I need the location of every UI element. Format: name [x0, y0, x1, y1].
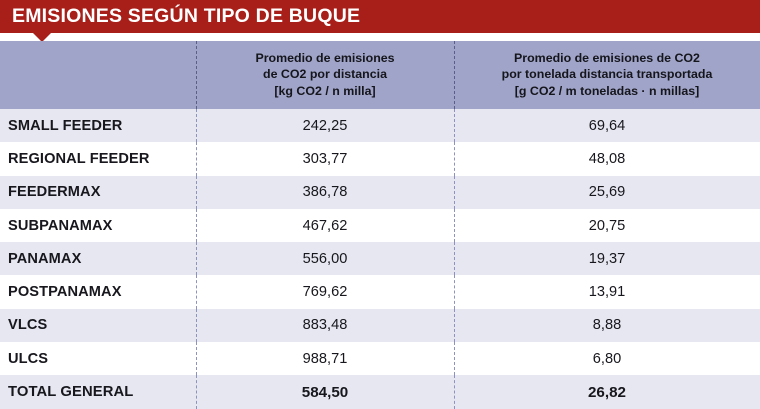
- column-header-line-1: Promedio de emisiones de CO2: [514, 51, 700, 66]
- emissions-table: Promedio de emisiones de CO2 por distanc…: [0, 41, 760, 409]
- row-label: REGIONAL FEEDER: [8, 150, 150, 167]
- row-value-co2-per-distance: 386,78: [195, 175, 454, 209]
- row-value-co2-per-tonne-distance: 20,75: [453, 208, 760, 243]
- row-value-co2-per-distance: 556,00: [195, 242, 454, 276]
- row-value-co2-per-distance: 303,77: [195, 142, 454, 176]
- row-value-co2-per-tonne-distance: 48,08: [453, 142, 760, 176]
- column-header-line-3: [kg CO2 / n milla]: [274, 83, 376, 98]
- column-header-line-2: por tonelada distancia transportada: [501, 67, 713, 82]
- title-notch-icon: [33, 33, 51, 42]
- column-header-co2-per-distance: Promedio de emisiones de CO2 por distanc…: [195, 41, 454, 109]
- table-row: PANAMAX 556,00 19,37: [0, 242, 760, 276]
- table-row: VLCS 883,48 8,88: [0, 308, 760, 343]
- column-header-line-3: [g CO2 / m toneladas · n millas]: [514, 83, 700, 98]
- table-total-row: TOTAL GENERAL 584,50 26,82: [0, 375, 760, 409]
- column-header-line-1: Promedio de emisiones: [255, 51, 395, 66]
- row-label: SMALL FEEDER: [8, 117, 123, 134]
- row-value-co2-per-tonne-distance: 19,37: [453, 242, 760, 276]
- table-body: SMALL FEEDER 242,25 69,64 REGIONAL FEEDE…: [0, 109, 760, 409]
- row-value-co2-per-tonne-distance: 13,91: [453, 275, 760, 309]
- total-value-co2-per-distance: 584,50: [195, 375, 454, 409]
- row-value-co2-per-distance: 988,71: [195, 342, 454, 376]
- table-header: Promedio de emisiones de CO2 por distanc…: [0, 41, 760, 109]
- column-header-co2-per-tonne-distance: Promedio de emisiones de CO2 por tonelad…: [453, 41, 760, 109]
- row-value-co2-per-distance: 883,48: [195, 308, 454, 343]
- table-header-row: Promedio de emisiones de CO2 por distanc…: [0, 41, 760, 109]
- row-value-co2-per-tonne-distance: 69,64: [453, 109, 760, 143]
- page-title: EMISIONES SEGÚN TIPO DE BUQUE: [12, 4, 361, 27]
- total-row-label: TOTAL GENERAL: [8, 384, 134, 401]
- column-header-ship-type: [0, 41, 196, 109]
- row-value-co2-per-tonne-distance: 8,88: [453, 308, 760, 343]
- row-value-co2-per-distance: 467,62: [195, 208, 454, 243]
- row-label: FEEDERMAX: [8, 184, 101, 201]
- row-label: PANAMAX: [8, 250, 82, 267]
- table-row: REGIONAL FEEDER 303,77 48,08: [0, 142, 760, 176]
- total-value-co2-per-tonne-distance: 26,82: [453, 375, 760, 409]
- table-row: SMALL FEEDER 242,25 69,64: [0, 109, 760, 143]
- table-row: FEEDERMAX 386,78 25,69: [0, 175, 760, 209]
- row-label: ULCS: [8, 350, 49, 367]
- table-row: ULCS 988,71 6,80: [0, 342, 760, 376]
- row-value-co2-per-tonne-distance: 6,80: [453, 342, 760, 376]
- column-header-line-2: de CO2 por distancia: [263, 67, 387, 82]
- row-label: SUBPANAMAX: [8, 217, 113, 234]
- table-row: POSTPANAMAX 769,62 13,91: [0, 275, 760, 309]
- row-value-co2-per-distance: 769,62: [195, 275, 454, 309]
- row-label: POSTPANAMAX: [8, 284, 122, 301]
- row-value-co2-per-distance: 242,25: [195, 109, 454, 143]
- emissions-table-wrapper: Promedio de emisiones de CO2 por distanc…: [0, 41, 760, 409]
- title-banner: EMISIONES SEGÚN TIPO DE BUQUE: [0, 0, 760, 33]
- row-value-co2-per-tonne-distance: 25,69: [453, 175, 760, 209]
- table-row: SUBPANAMAX 467,62 20,75: [0, 208, 760, 243]
- row-label: VLCS: [8, 317, 48, 334]
